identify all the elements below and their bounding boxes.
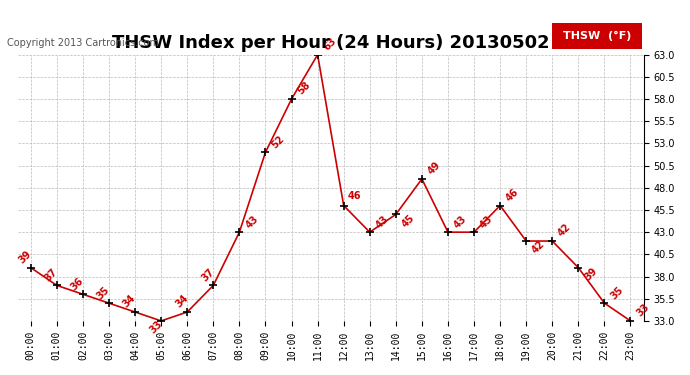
Text: 35: 35 [609, 284, 625, 301]
Title: THSW Index per Hour (24 Hours) 20130502: THSW Index per Hour (24 Hours) 20130502 [112, 34, 549, 52]
Text: 43: 43 [374, 213, 391, 230]
Text: 33: 33 [147, 319, 164, 335]
Text: 45: 45 [400, 212, 417, 229]
Text: 34: 34 [173, 293, 190, 310]
Text: Copyright 2013 Cartronics.com: Copyright 2013 Cartronics.com [7, 38, 159, 48]
Text: 52: 52 [270, 134, 286, 150]
Text: 49: 49 [426, 160, 443, 177]
Text: 33: 33 [635, 302, 651, 319]
Text: 37: 37 [43, 267, 59, 283]
Text: 35: 35 [95, 284, 112, 301]
Text: 39: 39 [17, 249, 34, 266]
Text: 36: 36 [69, 276, 86, 292]
Text: 43: 43 [452, 213, 469, 230]
Text: 46: 46 [504, 187, 521, 203]
Text: 34: 34 [121, 293, 138, 310]
Text: 39: 39 [582, 266, 599, 282]
Text: 42: 42 [556, 222, 573, 239]
Text: 58: 58 [296, 80, 313, 97]
Text: 42: 42 [531, 239, 547, 255]
Text: 37: 37 [199, 267, 216, 283]
Text: 43: 43 [244, 213, 260, 230]
Text: 63: 63 [322, 36, 338, 52]
Text: 43: 43 [478, 213, 495, 230]
Text: 46: 46 [348, 190, 362, 201]
Text: THSW  (°F): THSW (°F) [562, 31, 631, 40]
